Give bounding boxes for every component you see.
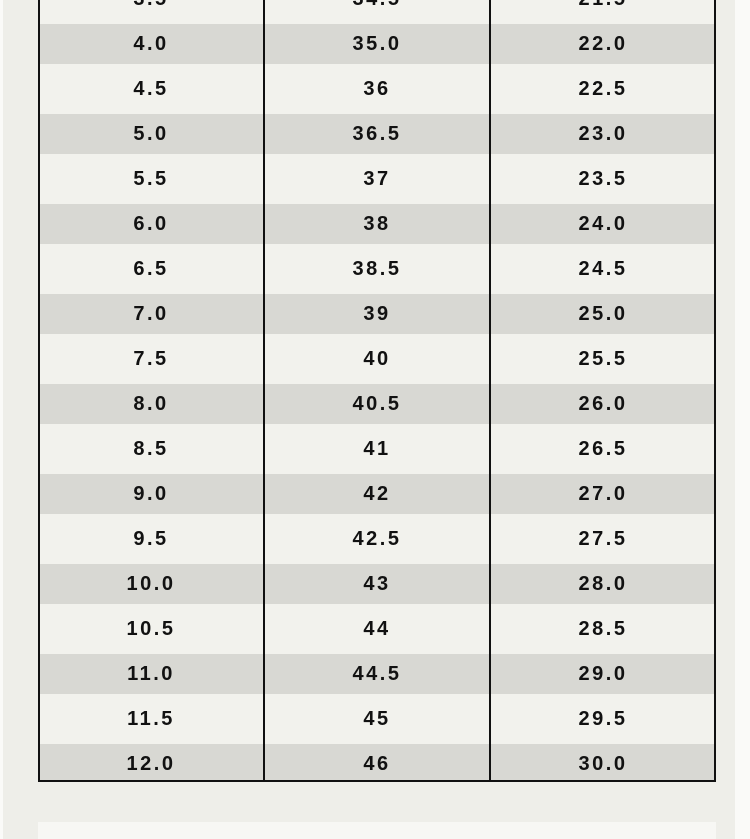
table-row: 9.0 42 27.0 <box>38 474 716 514</box>
table-cell: 22.5 <box>578 77 628 100</box>
table-cell: 36 <box>363 77 391 100</box>
table-row: 5.5 37 23.5 <box>38 154 716 204</box>
table-cell: 41 <box>363 437 391 460</box>
table-cell: 42 <box>363 482 391 505</box>
table-cell: 5.0 <box>133 122 169 145</box>
table-row: 10.5 44 28.5 <box>38 604 716 654</box>
table-cell: 4.5 <box>133 77 169 100</box>
table-row: 11.0 44.5 29.0 <box>38 654 716 694</box>
table-cell: 38 <box>363 212 391 235</box>
table-cell: 9.0 <box>133 482 169 505</box>
table-cell: 28.5 <box>578 617 628 640</box>
table-cell: 11.0 <box>127 662 175 685</box>
table-cell: 36.5 <box>352 122 402 145</box>
table-cell: 29.5 <box>578 707 628 730</box>
next-section <box>38 822 716 839</box>
table-row: 4.5 36 22.5 <box>38 64 716 114</box>
table-row: 12.0 46 30.0 <box>38 744 716 782</box>
table-cell: 10.5 <box>126 617 176 640</box>
table-cell: 6.5 <box>133 257 169 280</box>
table-cell: 27.5 <box>578 527 628 550</box>
table-cell: 10.0 <box>126 572 176 595</box>
table-row: 11.5 45 29.5 <box>38 694 716 744</box>
table-cell: 28.0 <box>578 572 628 595</box>
table-cell: 24.5 <box>578 257 628 280</box>
table-cell: 29.0 <box>578 662 628 685</box>
table-cell: 44.5 <box>352 662 402 685</box>
column-border <box>714 0 716 782</box>
table-cell: 5.5 <box>133 167 169 190</box>
table-cell: 40.5 <box>352 392 402 415</box>
column-border <box>263 0 265 782</box>
table-cell: 6.0 <box>133 212 169 235</box>
table-border <box>38 780 716 782</box>
table-row: 4.0 35.0 22.0 <box>38 24 716 64</box>
table-row: 7.0 39 25.0 <box>38 294 716 334</box>
table-cell: 4.0 <box>133 32 169 55</box>
table-cell: 46 <box>363 752 391 775</box>
table-cell: 25.0 <box>578 302 628 325</box>
table-cell: 26.0 <box>578 392 628 415</box>
column-border <box>489 0 491 782</box>
table-row: 7.5 40 25.5 <box>38 334 716 384</box>
table-cell: 35.0 <box>352 32 402 55</box>
table-cell: 38.5 <box>352 257 402 280</box>
table-cell: 40 <box>363 347 391 370</box>
table-cell: 43 <box>363 572 391 595</box>
table-cell: 39 <box>363 302 391 325</box>
table-row: 6.5 38.5 24.5 <box>38 244 716 294</box>
table-cell: 37 <box>363 167 391 190</box>
table-cell: 30.0 <box>578 752 628 775</box>
table-row: 10.0 43 28.0 <box>38 564 716 604</box>
table-cell: 3.5 <box>38 0 264 24</box>
table-cell: 27.0 <box>578 482 628 505</box>
table-cell: 26.5 <box>578 437 628 460</box>
table-cell: 34.5 <box>264 0 490 24</box>
table-cell: 11.5 <box>127 707 175 730</box>
table-cell: 8.0 <box>133 392 169 415</box>
table-row: 6.0 38 24.0 <box>38 204 716 244</box>
table-row: 9.5 42.5 27.5 <box>38 514 716 564</box>
table-cell: 22.0 <box>578 32 628 55</box>
table-row: 8.5 41 26.5 <box>38 424 716 474</box>
table-row: 5.0 36.5 23.0 <box>38 114 716 154</box>
table-cell: 45 <box>363 707 391 730</box>
table-cell: 8.5 <box>133 437 169 460</box>
size-table: 3.534.521.5 4.0 35.0 22.0 4.5 36 22.5 5.0 36.5 23… <box>38 0 716 782</box>
table-cell: 44 <box>363 617 391 640</box>
table-cell: 25.5 <box>578 347 628 370</box>
table-cell: 24.0 <box>578 212 628 235</box>
table-row: 3.534.521.5 <box>38 0 716 24</box>
table-cell: 23.0 <box>578 122 628 145</box>
table-row: 8.0 40.5 26.0 <box>38 384 716 424</box>
table-cell: 42.5 <box>352 527 402 550</box>
table-cell: 9.5 <box>133 527 169 550</box>
table-cell: 21.5 <box>490 0 716 24</box>
table-cell: 12.0 <box>126 752 176 775</box>
table-cell: 7.0 <box>133 302 169 325</box>
column-border <box>38 0 40 782</box>
table-cell: 7.5 <box>133 347 169 370</box>
table-cell: 23.5 <box>578 167 628 190</box>
